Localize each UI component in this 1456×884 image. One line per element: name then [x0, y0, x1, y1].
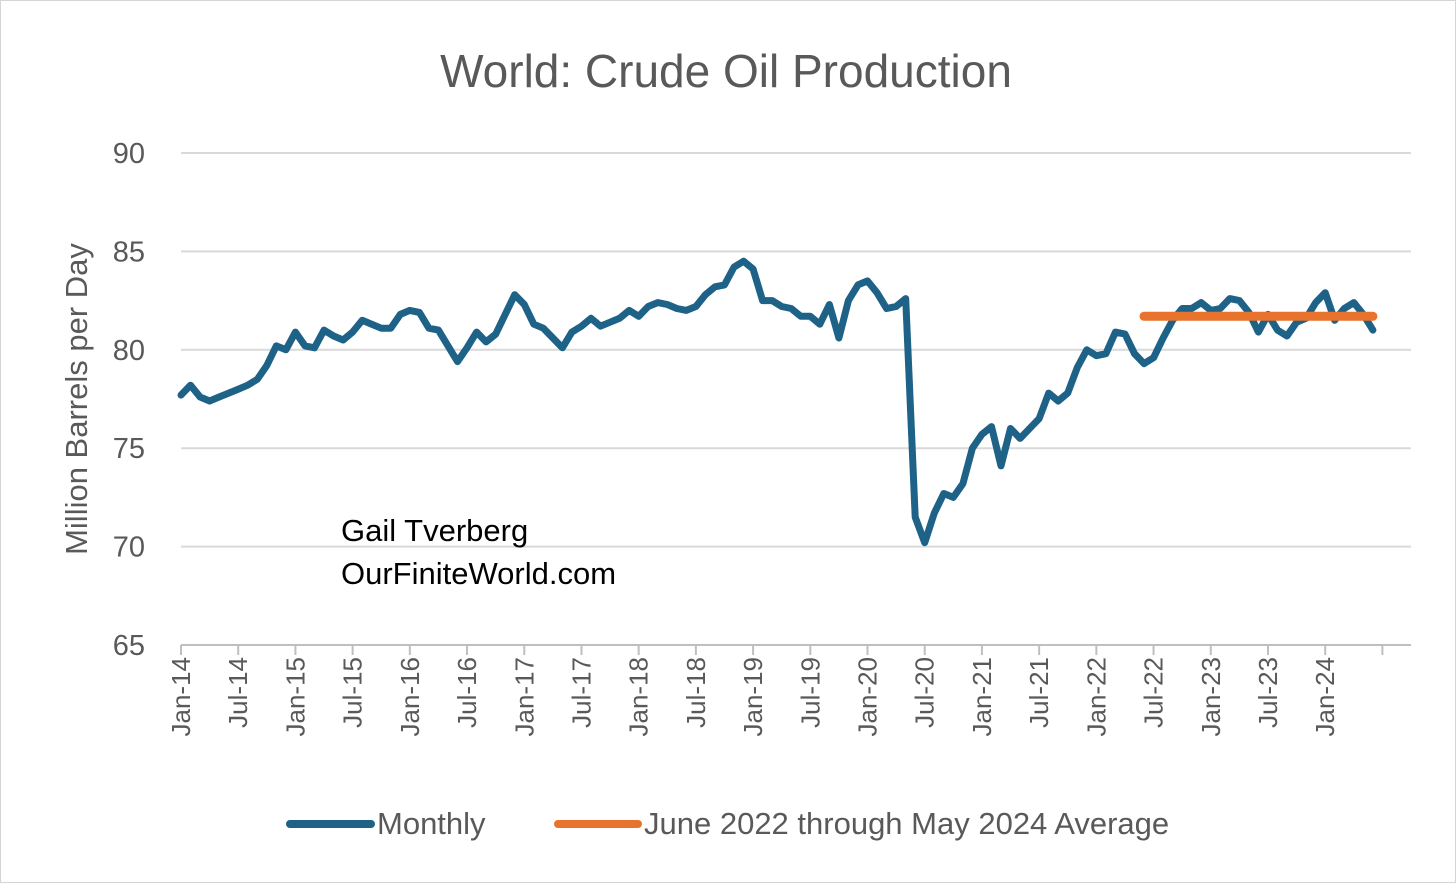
x-tick-label: Jul-22 [1139, 657, 1169, 728]
x-tick-label: Jan-15 [280, 657, 310, 737]
x-tick-label: Jul-18 [681, 657, 711, 728]
x-tick-label: Jan-18 [624, 657, 654, 737]
series-line-monthly [177, 257, 1377, 547]
x-tick-label: Jan-22 [1081, 657, 1111, 737]
x-tick-label: Jul-16 [452, 657, 482, 728]
x-tick-label: Jul-20 [910, 657, 940, 728]
x-tick-label: Jul-15 [338, 657, 368, 728]
y-tick-label: 85 [113, 236, 145, 268]
x-tick-label: Jan-23 [1196, 657, 1226, 737]
x-tick-label: Jul-19 [795, 657, 825, 728]
legend-label-average: June 2022 through May 2024 Average [644, 806, 1169, 841]
x-tick-label: Jul-17 [566, 657, 596, 728]
x-tick-label: Jan-19 [738, 657, 768, 737]
y-tick-label: 80 [113, 335, 145, 367]
legend: Monthly June 2022 through May 2024 Avera… [286, 806, 1169, 841]
y-axis-ticks: 90 85 80 75 70 65 [113, 138, 145, 662]
y-tick-label: 75 [113, 433, 145, 465]
x-tick-label: Jan-16 [395, 657, 425, 737]
gridlines [181, 152, 1411, 548]
legend-label-monthly: Monthly [377, 806, 486, 841]
x-tick-label: Jul-14 [223, 657, 253, 728]
annotation-website: OurFiniteWorld.com [341, 556, 616, 591]
x-tick-label: Jan-17 [509, 657, 539, 737]
chart-title: World: Crude Oil Production [440, 45, 1012, 97]
x-tick-label: Jan-24 [1310, 657, 1340, 737]
x-tick-label: Jul-21 [1024, 657, 1054, 728]
y-tick-label: 90 [113, 138, 145, 170]
x-tick-label: Jul-23 [1253, 657, 1283, 728]
annotation-author: Gail Tverberg [341, 513, 528, 548]
x-tick-label: Jan-20 [853, 657, 883, 737]
y-tick-label: 70 [113, 532, 145, 564]
series-layer [177, 257, 1378, 547]
x-axis: Jan-14 Jul-14 Jan-15 Jul-15 Jan-16 Jul-16 Jan-… [166, 644, 1411, 737]
y-axis-label: Million Barrels per Day [59, 243, 94, 555]
y-tick-label: 65 [113, 630, 145, 662]
x-tick-label: Jan-14 [166, 657, 196, 737]
x-tick-label: Jan-21 [967, 657, 997, 737]
